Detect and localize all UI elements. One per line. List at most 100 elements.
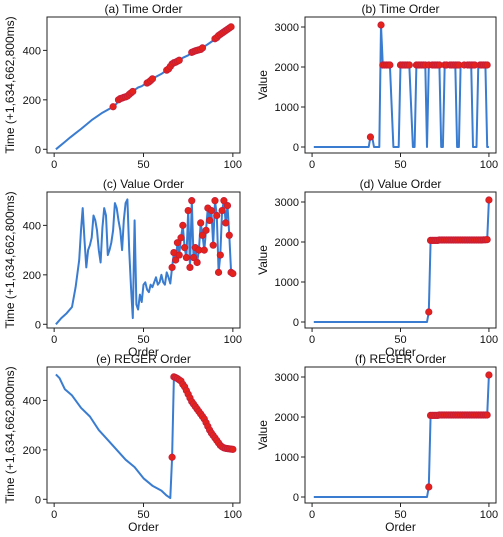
plot-frame <box>46 191 241 329</box>
x-axis-label: Order <box>128 520 159 534</box>
data-point <box>214 268 223 276</box>
y-axis-label: Time (+1,634,662,800ms) <box>3 16 17 153</box>
subplot-title: (b) Time Order <box>361 2 439 16</box>
subplot-e: (e) REGER Order 0 50 100 0 200 400 Order Time (+… <box>3 352 242 534</box>
series-line <box>313 374 490 498</box>
data-point <box>211 197 219 205</box>
y-axis-label: Time (+1,634,662,800ms) <box>3 191 17 328</box>
series-line <box>55 23 234 151</box>
data-point <box>189 253 198 262</box>
data-point <box>172 256 180 264</box>
series-line <box>313 24 489 148</box>
data-point <box>220 197 228 205</box>
data-point <box>202 226 210 234</box>
x-tick-label: 0 <box>51 509 57 521</box>
y-tick-label: 2000 <box>275 237 299 249</box>
y-tick-label: 400 <box>23 395 41 407</box>
data-point <box>485 371 493 379</box>
subplot-title: (d) Value Order <box>360 177 442 191</box>
subplot-title: (f) REGER Order <box>355 352 446 366</box>
data-point <box>213 211 221 220</box>
y-tick-label: 400 <box>23 45 41 57</box>
data-point <box>184 206 192 215</box>
data-point <box>181 244 189 252</box>
x-tick-label: 100 <box>480 509 498 521</box>
x-tick-label: 50 <box>137 159 149 171</box>
y-tick-label: 2000 <box>275 412 299 424</box>
y-tick-label: 0 <box>293 317 299 329</box>
subplot-c: (c) Value Order 0 50 100 0 200 400 Order Time (+… <box>3 177 242 359</box>
data-point <box>229 445 237 453</box>
x-tick-label: 0 <box>309 509 315 521</box>
x-tick-label: 50 <box>394 159 406 171</box>
y-tick-label: 2000 <box>275 62 299 74</box>
data-point <box>186 263 194 272</box>
plot-frame <box>46 16 241 154</box>
x-tick-label: 50 <box>137 509 149 521</box>
x-tick-label: 50 <box>394 334 406 346</box>
data-point <box>148 75 157 83</box>
y-tick-label: 0 <box>293 492 299 504</box>
y-tick-label: 1000 <box>275 102 299 114</box>
data-point <box>485 196 493 204</box>
y-axis-label: Value <box>256 70 270 100</box>
y-tick-label: 0 <box>35 319 41 331</box>
x-tick-label: 100 <box>480 334 498 346</box>
data-point <box>129 87 137 96</box>
data-point <box>216 251 224 259</box>
data-point <box>229 269 237 278</box>
data-point <box>405 61 413 69</box>
x-tick-label: 0 <box>309 159 315 171</box>
subplot-title: (a) Time Order <box>104 2 182 16</box>
y-tick-label: 0 <box>35 494 41 506</box>
data-point <box>179 221 187 229</box>
series-line <box>55 198 234 325</box>
y-tick-label: 1000 <box>275 452 299 464</box>
data-point <box>109 103 117 111</box>
data-point <box>425 308 433 316</box>
data-point <box>168 453 176 461</box>
data-point <box>425 483 433 491</box>
y-tick-label: 0 <box>293 142 299 154</box>
y-tick-label: 3000 <box>275 22 299 34</box>
data-point <box>188 197 196 205</box>
data-point <box>168 263 176 272</box>
x-axis-label: Order <box>128 345 159 359</box>
x-tick-label: 50 <box>137 334 149 346</box>
y-tick-label: 1000 <box>275 277 299 289</box>
x-tick-label: 100 <box>224 334 242 346</box>
subplot-title: (e) REGER Order <box>96 352 191 366</box>
y-tick-label: 200 <box>23 95 41 107</box>
data-point <box>182 253 190 262</box>
x-axis-label: Order <box>385 345 416 359</box>
x-tick-label: 0 <box>309 334 315 346</box>
plot-frame <box>304 191 497 329</box>
data-point <box>198 44 207 52</box>
data-point <box>173 239 182 247</box>
y-axis-label: Value <box>256 245 270 275</box>
data-point <box>193 258 201 267</box>
data-point <box>227 23 235 31</box>
y-axis-label: Value <box>256 420 270 450</box>
x-axis-label: Order <box>385 520 416 534</box>
y-tick-label: 0 <box>35 144 41 156</box>
data-point <box>483 411 491 419</box>
x-tick-label: 100 <box>224 159 242 171</box>
x-tick-label: 100 <box>480 159 498 171</box>
y-tick-label: 3000 <box>275 372 299 384</box>
subplot-a: (a) Time Order 0 50 100 0 200 400 Time (+1,634,… <box>3 2 242 171</box>
data-point <box>218 206 226 215</box>
x-tick-label: 0 <box>51 159 57 171</box>
subplot-title: (c) Value Order <box>103 177 184 191</box>
data-point <box>200 246 208 254</box>
data-point <box>175 56 183 64</box>
x-tick-label: 100 <box>224 509 242 521</box>
data-point <box>366 133 375 141</box>
series-line <box>55 373 234 500</box>
data-point <box>206 216 214 225</box>
y-tick-label: 3000 <box>275 197 299 209</box>
data-point <box>198 231 207 239</box>
